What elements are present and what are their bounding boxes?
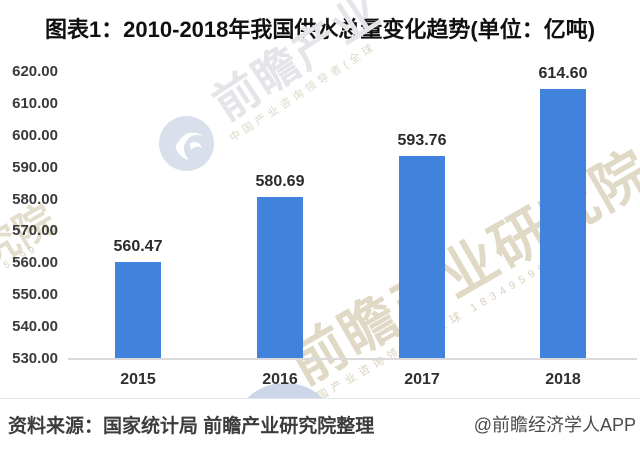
y-tick-label: 570.00	[12, 222, 58, 240]
chart-plot-area: 前瞻产业 中国产业咨询领导者(全球 前瞻产业研究院 中国产业咨询领导者(全球 1…	[0, 0, 640, 398]
x-tick-label-2016: 2016	[262, 371, 298, 388]
qianzhan-eye-logo-icon	[247, 383, 323, 398]
bar-2017	[399, 155, 445, 359]
bar-2015	[115, 261, 161, 359]
source-note: 资料来源：国家统计局 前瞻产业研究院整理	[8, 415, 375, 437]
bar-2016	[257, 197, 303, 359]
y-tick-label: 540.00	[12, 318, 58, 336]
bar-2018	[540, 89, 586, 359]
y-tick-label: 620.00	[12, 62, 58, 80]
value-label-2018: 614.60	[538, 65, 588, 83]
x-tick-label-2015: 2015	[120, 371, 156, 388]
y-tick-label: 530.00	[12, 350, 58, 367]
footer-divider	[0, 398, 640, 399]
value-label-2015: 560.47	[113, 237, 163, 255]
y-tick-label: 610.00	[12, 94, 58, 112]
y-tick-label: 560.00	[12, 254, 58, 272]
qianzhan-eye-logo-icon	[159, 116, 214, 171]
y-tick-label: 550.00	[12, 286, 58, 304]
y-tick-label: 590.00	[12, 158, 58, 176]
x-tick-label-2018: 2018	[545, 371, 581, 388]
y-tick-label: 580.00	[12, 190, 58, 208]
y-tick-label: 600.00	[12, 126, 58, 144]
watermark-brand-subtext: 中国产业咨询领导者(全球	[227, 40, 379, 145]
x-axis-line	[68, 358, 637, 360]
footer: 资料来源：国家统计局 前瞻产业研究院整理 @前瞻经济学人APP	[8, 408, 636, 440]
x-tick-label-2017: 2017	[404, 371, 440, 388]
value-label-2016: 580.69	[255, 173, 305, 191]
brand-credit: @前瞻经济学人APP	[473, 415, 636, 435]
chart-title: 图表1：2010-2018年我国供水总量变化趋势(单位：亿吨)	[44, 17, 596, 42]
value-label-2017: 593.76	[397, 131, 447, 149]
